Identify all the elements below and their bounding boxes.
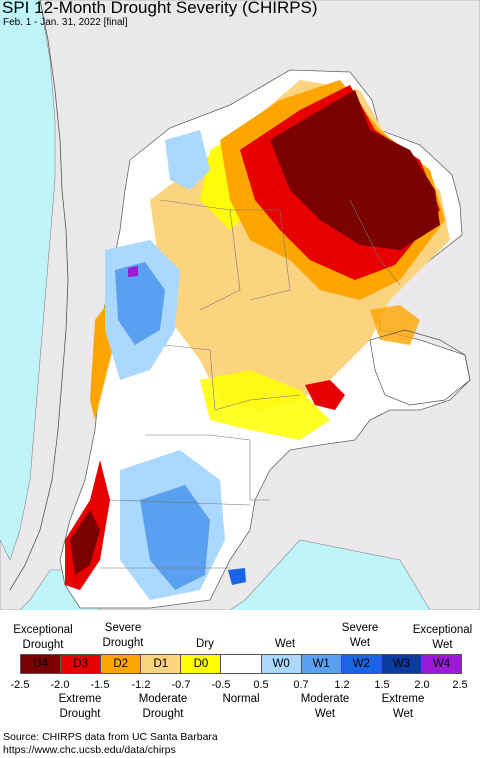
region-d2-uruguay [370, 305, 420, 345]
legend-label-moderate-drought: Moderate Drought [138, 693, 188, 720]
legend-label-dry: Dry [196, 638, 214, 650]
legend-label-severe-drought: Severe Drought [102, 622, 144, 649]
legend-label-extreme-wet: Extreme Wet [381, 693, 425, 720]
map-title: SPI 12-Month Drought Severity (CHIRPS) [2, 0, 318, 17]
chile-coastline [9, 0, 69, 591]
region-w2-point [228, 568, 246, 585]
legend-label-exceptional-wet: Exceptional Wet [412, 624, 473, 651]
legend-swatch-normal [221, 655, 262, 673]
legend-swatch-w3: W3 [381, 655, 422, 673]
legend-swatch-w2: W2 [341, 655, 382, 673]
region-u4 [270, 90, 440, 250]
legend-label-normal: Normal [222, 693, 260, 705]
legend-tick: -1.5 [90, 679, 110, 691]
legend-swatch-w4: W4 [421, 655, 462, 673]
legend-label-extreme-drought: Extreme Drought [58, 693, 102, 720]
source-credit: Source: CHIRPS data from UC Santa Barbar… [3, 731, 218, 743]
map-subtitle: Feb. 1 - Jan. 31, 2022 [final] [3, 17, 128, 28]
region-u4-andes [70, 510, 100, 575]
legend-swatch-d3: D3 [61, 655, 102, 673]
legend-tick: 1.2 [334, 679, 350, 691]
region-w4-point [128, 266, 138, 277]
region-w1-patagonia [140, 485, 210, 590]
legend-swatch-u4: U4 [21, 655, 62, 673]
legend-tick: 1.5 [374, 679, 390, 691]
legend-label-severe-wet: Severe Wet [341, 622, 379, 649]
legend-swatch-d1: D1 [141, 655, 182, 673]
source-url[interactable]: https://www.chc.ucsb.edu/data/chirps [3, 744, 176, 756]
region-d3-buenosaires [305, 380, 345, 410]
legend-tick: 0.5 [253, 679, 269, 691]
legend-swatch-w0: W0 [261, 655, 302, 673]
region-w1 [115, 262, 165, 345]
uruguay-outline [369, 329, 471, 406]
legend-color-bar: U4 D3 D2 D1 D0 W0 W1 W2 W3 W4 [20, 654, 462, 674]
legend-label-moderate-wet: Moderate Wet [300, 693, 350, 720]
province-boundaries [100, 199, 401, 569]
legend-tick: 2.5 [452, 679, 468, 691]
region-d0-south [200, 370, 330, 440]
legend-swatch-w1: W1 [301, 655, 342, 673]
region-w0-north [165, 130, 210, 190]
drought-map [0, 0, 480, 610]
legend-tick: -1.2 [131, 679, 151, 691]
legend-tick: 0.7 [293, 679, 309, 691]
legend-swatch-d2: D2 [101, 655, 142, 673]
legend-swatch-d0: D0 [181, 655, 222, 673]
legend-tick: -0.5 [211, 679, 231, 691]
legend-label-exceptional-drought: Exceptional Drought [13, 624, 73, 651]
legend-tick: 2.0 [414, 679, 430, 691]
legend-label-wet: Wet [274, 638, 296, 650]
legend-tick: -2.0 [50, 679, 70, 691]
legend-tick: -0.7 [171, 679, 191, 691]
legend-tick: -2.5 [10, 679, 30, 691]
